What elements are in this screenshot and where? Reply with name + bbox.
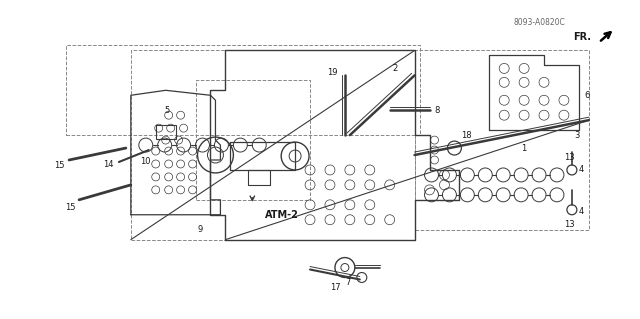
Text: 5: 5 bbox=[164, 106, 170, 115]
Text: 4: 4 bbox=[579, 166, 584, 174]
Text: 15: 15 bbox=[65, 203, 76, 212]
Text: 10: 10 bbox=[141, 158, 151, 167]
Text: ATM-2: ATM-2 bbox=[265, 210, 299, 220]
Text: 8093-A0820C: 8093-A0820C bbox=[513, 18, 565, 27]
Text: 14: 14 bbox=[104, 160, 114, 169]
Text: 18: 18 bbox=[461, 130, 472, 140]
Text: FR.: FR. bbox=[573, 32, 591, 41]
Text: 7: 7 bbox=[345, 278, 351, 287]
Text: 15: 15 bbox=[54, 161, 64, 170]
Text: 13: 13 bbox=[564, 220, 575, 229]
Text: 3: 3 bbox=[574, 130, 579, 140]
Text: 1: 1 bbox=[522, 144, 527, 152]
Text: 2: 2 bbox=[392, 64, 397, 73]
Text: 6: 6 bbox=[585, 91, 590, 100]
Text: 13: 13 bbox=[564, 152, 575, 161]
Text: 19: 19 bbox=[326, 68, 337, 77]
Text: 4: 4 bbox=[579, 207, 584, 216]
Text: 8: 8 bbox=[435, 106, 440, 115]
Text: 9: 9 bbox=[198, 225, 203, 234]
Bar bbox=[156, 125, 175, 139]
Text: 17: 17 bbox=[330, 283, 340, 292]
